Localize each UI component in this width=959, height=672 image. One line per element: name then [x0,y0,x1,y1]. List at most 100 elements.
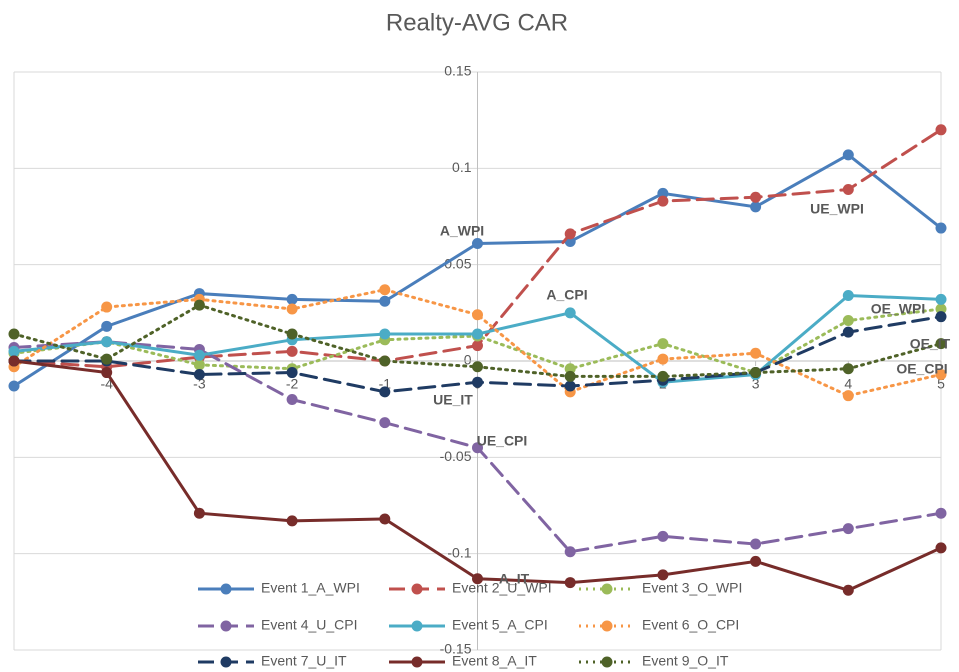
data-point [193,349,205,361]
data-point [842,315,854,327]
legend-marker [220,656,232,668]
data-point [842,326,854,338]
data-point [564,370,576,382]
y-tick-label: -0.1 [447,544,471,560]
x-tick-label: -2 [286,376,299,392]
legend-label: Event 8_A_IT [452,653,537,669]
data-point [842,289,854,301]
data-point [101,367,113,379]
data-point [657,353,669,365]
data-point [842,363,854,375]
annotation: OE_IT [910,336,951,352]
data-point [750,555,762,567]
data-point [286,394,298,406]
data-point [472,328,483,340]
data-point [193,359,205,371]
data-point [657,569,669,581]
data-point [564,363,576,375]
data-point [842,584,854,596]
legend-label: Event 5_A_CPI [452,617,548,633]
data-point [379,355,391,367]
data-point [379,417,391,429]
annotation: OE_CPI [896,361,947,377]
annotation: UE_IT [433,392,473,408]
legend-marker [220,620,232,632]
annotation: UE_WPI [810,201,864,217]
legend-label: Event 2_U_WPI [452,580,552,596]
data-point [472,361,483,373]
data-point [472,376,483,388]
legend-marker [601,620,613,632]
y-tick-label: -0.05 [440,448,472,464]
series-line [12,288,943,398]
data-point [286,367,298,379]
data-point [193,507,205,519]
data-point [564,546,576,558]
data-point [657,370,669,382]
annotation: A_CPI [546,287,587,303]
legend-marker [601,583,613,595]
data-point [286,293,298,305]
data-point [379,513,391,525]
data-point [935,124,947,136]
data-point [379,328,391,340]
data-point [657,338,669,350]
annotation: A_IT [499,571,530,587]
data-point [193,368,205,380]
data-point [472,309,483,321]
legend-label: Event 4_U_CPI [261,617,358,633]
data-point [842,149,854,161]
y-tick-label: 0.15 [444,63,471,79]
legend-marker [601,656,613,668]
legend-marker [411,656,423,668]
data-point [935,311,947,323]
data-point [750,201,762,213]
data-point [657,530,669,542]
data-point [472,442,483,454]
data-point [935,303,947,315]
data-point [379,295,391,307]
data-point [8,328,20,340]
data-point [8,345,20,357]
legend-label: Event 7_U_IT [261,653,347,669]
data-point [101,336,113,348]
data-point [657,195,669,207]
data-point [101,320,113,332]
data-point [472,340,483,352]
annotation: UE_CPI [477,433,528,449]
x-tick-label: 3 [752,376,760,392]
data-point [564,380,576,392]
data-point [842,184,854,196]
data-point [8,355,20,367]
data-point [935,507,947,519]
annotation: OE_WPI [871,301,925,317]
legend-label: Event 1_A_WPI [261,580,360,596]
legend-marker [411,583,423,595]
legend-marker [220,583,232,595]
data-point [750,538,762,550]
legend-label: Event 9_O_IT [642,653,729,669]
legend-marker [411,620,423,632]
y-tick-label: 0 [464,352,472,368]
y-tick-label: -0.15 [440,641,472,657]
data-point [935,222,947,234]
data-point [101,353,113,365]
data-point [286,328,298,340]
x-tick-label: 5 [937,376,945,392]
data-point [935,368,947,380]
data-point [379,386,391,398]
data-point [935,338,947,350]
data-point [286,345,298,357]
chart-title: Realty-AVG CAR [386,9,568,36]
x-tick-label: 4 [844,376,852,392]
data-point [101,301,113,313]
data-point [935,542,947,554]
data-point [472,237,483,249]
x-tick-label: -3 [193,376,206,392]
data-point [564,307,576,319]
data-point [935,293,947,305]
data-point [286,303,298,315]
data-point [564,577,576,589]
